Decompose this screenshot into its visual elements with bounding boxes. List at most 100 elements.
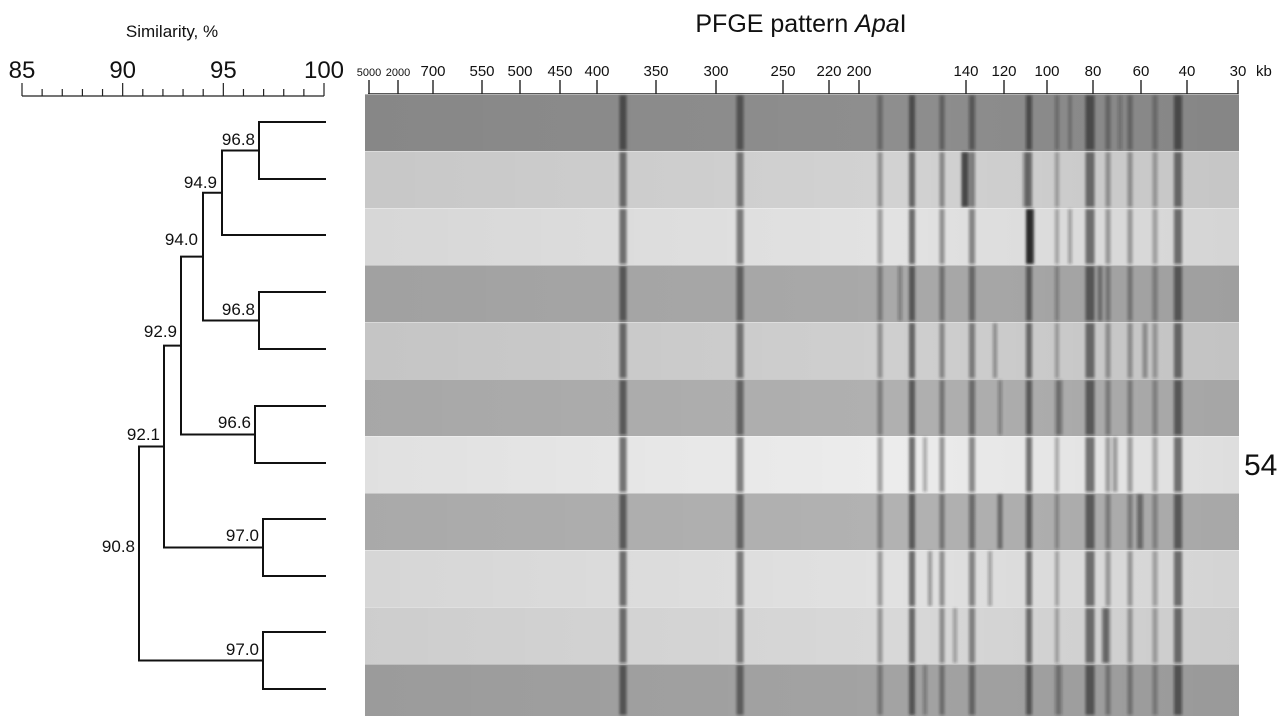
gel-band (1127, 437, 1133, 492)
gel-band (1152, 152, 1158, 207)
dendrogram-branch (262, 518, 326, 577)
gel-band (1085, 608, 1095, 663)
gel-band (619, 551, 627, 606)
gel-band (969, 437, 975, 492)
gel-band (1127, 665, 1133, 715)
marker-label: 200 (846, 63, 871, 80)
marker-label: 500 (507, 63, 532, 80)
gel-band (997, 494, 1003, 549)
gel-band (1105, 665, 1111, 715)
gel-band (1105, 551, 1111, 606)
gel-band (1055, 152, 1059, 207)
gel-band (939, 152, 945, 207)
dendrogram-node-label: 94.0 (165, 230, 198, 249)
gel-band (1127, 209, 1133, 264)
gel-band (877, 95, 883, 150)
marker-label: 400 (584, 63, 609, 80)
gel-band (1137, 494, 1143, 549)
gel-band (619, 209, 627, 264)
gel-band (969, 551, 975, 606)
marker-label: 40 (1179, 63, 1196, 80)
gel-band (1174, 551, 1182, 606)
gel-band (1127, 323, 1133, 378)
gel-band (1152, 665, 1158, 715)
gel-band (969, 494, 975, 549)
gel-band (1152, 209, 1158, 264)
side-label: 54 (1244, 449, 1277, 482)
gel-band (969, 95, 975, 150)
gel-lane-bands (619, 266, 1182, 321)
gel-band (619, 266, 627, 321)
gel-band (898, 266, 902, 321)
gel-band (939, 437, 945, 492)
dendrogram-node-label: 97.0 (226, 640, 259, 659)
gel-band (939, 494, 945, 549)
dendrogram-node-label: 96.6 (218, 413, 251, 432)
gel-band (1055, 665, 1059, 715)
gel-band (969, 152, 975, 207)
gel-band (877, 494, 883, 549)
gel-band (1055, 323, 1059, 378)
gel-band (1152, 380, 1158, 435)
gel-band (877, 608, 883, 663)
gel-band (1174, 266, 1182, 321)
dendrogram-branch (163, 344, 264, 549)
gel-image (365, 94, 1239, 716)
gel-band (969, 209, 975, 264)
dendrogram-node-label: 96.8 (222, 300, 255, 319)
gel-band (619, 323, 627, 378)
gel-band (1152, 95, 1158, 150)
gel-band (1085, 95, 1095, 150)
gel-band (877, 380, 883, 435)
gel-lane-bands (619, 551, 1182, 606)
gel-title-suffix: I (900, 10, 907, 38)
dendrogram-node-label: 97.0 (226, 526, 259, 545)
gel-band (1152, 551, 1158, 606)
gel-band (1085, 266, 1095, 321)
gel-band (953, 608, 957, 663)
gel-lane (365, 379, 1239, 436)
gel-band (736, 152, 744, 207)
gel-band (1174, 95, 1182, 150)
gel-band (1026, 152, 1032, 207)
gel-band (909, 665, 915, 715)
gel-band (736, 437, 744, 492)
gel-band (1097, 266, 1103, 321)
similarity-title: Similarity, % (126, 22, 218, 41)
gel-band (909, 551, 915, 606)
gel-band (1085, 665, 1095, 715)
gel-band (1057, 380, 1063, 435)
gel-band (1058, 665, 1062, 715)
gel-band (1055, 95, 1059, 150)
gel-band (619, 380, 627, 435)
gel-band (1026, 95, 1032, 150)
marker-label: 220 (816, 63, 841, 80)
marker-label: 30 (1230, 63, 1247, 80)
gel-title-enzyme: Apa (853, 10, 900, 38)
gel-band (1105, 95, 1111, 150)
marker-label: 140 (953, 63, 978, 80)
gel-band (1127, 494, 1133, 549)
gel-band (1174, 608, 1182, 663)
gel-band (969, 266, 975, 321)
gel-band (619, 95, 627, 150)
dendrogram-branch (221, 149, 326, 236)
gel-lane-bands (619, 95, 1182, 150)
gel-band (877, 551, 883, 606)
gel-band (736, 209, 744, 264)
gel-band (909, 152, 915, 207)
dendrogram-branch (138, 445, 264, 662)
gel-band (998, 380, 1002, 435)
gel-title-prefix: PFGE pattern (695, 10, 855, 38)
gel-band (909, 380, 915, 435)
gel-lane (365, 607, 1239, 664)
gel-band (923, 665, 927, 715)
gel-band (939, 551, 945, 606)
marker-label: 250 (770, 63, 795, 80)
gel-band (1174, 437, 1182, 492)
gel-band (619, 437, 627, 492)
gel-band (1026, 380, 1032, 435)
gel-title: PFGE pattern ApaI (695, 10, 906, 38)
gel-band (993, 323, 997, 378)
